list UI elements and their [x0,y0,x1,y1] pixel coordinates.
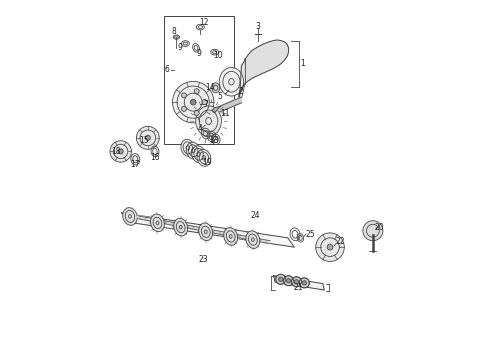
Text: 5: 5 [218,92,222,101]
Text: 12: 12 [199,18,209,27]
Text: 8: 8 [171,27,176,36]
Circle shape [110,141,131,162]
Ellipse shape [174,219,188,236]
Circle shape [202,100,207,105]
Text: 18: 18 [112,147,121,156]
Ellipse shape [131,154,140,165]
Ellipse shape [212,83,220,93]
Circle shape [292,277,301,287]
Ellipse shape [122,208,137,225]
Text: 15: 15 [140,136,149,145]
Text: 22: 22 [336,237,345,246]
Polygon shape [220,97,242,112]
Text: 13: 13 [209,136,219,145]
Text: 6: 6 [165,66,170,75]
Circle shape [194,89,199,94]
Ellipse shape [220,67,244,96]
Text: 9: 9 [177,43,182,52]
Circle shape [284,276,294,286]
Circle shape [327,244,333,250]
Ellipse shape [224,228,238,245]
Ellipse shape [186,142,200,159]
Circle shape [190,99,196,105]
Circle shape [181,93,187,98]
Polygon shape [212,107,220,113]
Circle shape [279,277,283,282]
Ellipse shape [197,149,211,166]
Text: 10: 10 [214,51,223,60]
Circle shape [316,233,344,261]
Polygon shape [273,276,324,290]
Text: 7: 7 [203,100,208,109]
Bar [164,16,234,144]
Ellipse shape [196,106,221,136]
Text: 24: 24 [251,211,261,220]
Text: 20: 20 [374,222,384,231]
Ellipse shape [150,214,165,232]
Text: 17: 17 [130,161,140,170]
Ellipse shape [246,231,260,248]
Text: 21: 21 [293,283,303,292]
Circle shape [172,81,214,123]
Circle shape [299,278,309,288]
Circle shape [118,149,123,154]
Text: 9: 9 [197,49,202,58]
Circle shape [146,135,150,140]
Circle shape [287,279,291,283]
Text: 2: 2 [238,87,243,96]
Ellipse shape [181,139,195,156]
Circle shape [363,221,383,241]
Circle shape [194,111,199,116]
Polygon shape [137,216,270,244]
Ellipse shape [199,223,213,240]
Text: 11: 11 [220,109,230,118]
Text: 3: 3 [255,22,260,31]
Text: 14: 14 [205,83,215,92]
Polygon shape [239,40,289,104]
Text: 19: 19 [203,158,212,167]
Text: 23: 23 [198,255,208,264]
Polygon shape [122,213,294,247]
Ellipse shape [192,146,205,163]
Text: 1: 1 [300,59,305,68]
Text: 25: 25 [306,230,316,239]
Circle shape [181,106,187,111]
Circle shape [136,126,159,149]
Text: 16: 16 [150,153,160,162]
Circle shape [276,274,286,284]
Circle shape [294,280,298,284]
Text: 4: 4 [198,125,203,134]
Circle shape [302,281,306,285]
